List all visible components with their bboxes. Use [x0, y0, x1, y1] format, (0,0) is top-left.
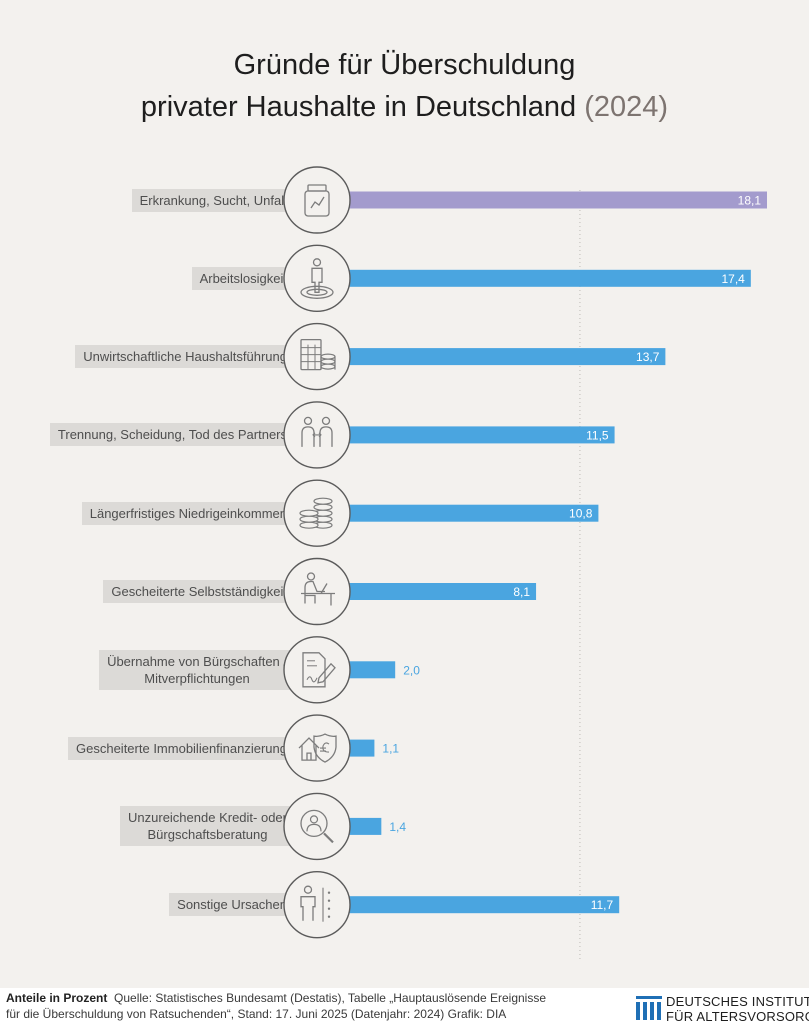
- bar: [349, 739, 375, 757]
- source-line-2: für die Überschuldung von Ratsuchenden“,…: [6, 1007, 507, 1021]
- category-label: Erkrankung, Sucht, Unfall: [131, 188, 317, 212]
- bar: [349, 583, 537, 600]
- category-label-line: Unzureichende Kredit- oder: [128, 810, 287, 826]
- coin-stack-icon: [283, 479, 351, 547]
- category-label: Trennung, Scheidung, Tod des Partners: [49, 423, 317, 447]
- logo-line-2: FÜR ALTERSVORSORGE: [666, 1009, 809, 1024]
- value-label: 2,0: [403, 663, 420, 677]
- bar: [349, 661, 396, 679]
- category-label-line: Erkrankung, Sucht, Unfall: [139, 192, 287, 208]
- bar: [349, 191, 767, 209]
- person-at-laptop-icon: [283, 557, 351, 626]
- value-label: 1,1: [382, 742, 399, 756]
- bar: [349, 426, 615, 444]
- calculator-coins-icon: [283, 322, 351, 391]
- person-standing-icon: [283, 244, 351, 312]
- value-label: 1,4: [389, 820, 406, 834]
- category-label: Gescheiterte Immobilienfinanzierung: [68, 736, 317, 760]
- bar: [349, 269, 751, 287]
- category-label: Übernahme von Bürgschaften / Mitverpflich…: [99, 649, 317, 690]
- magnifier-person-icon: [283, 792, 351, 861]
- title-line-2-text: privater Haushalte in Deutschland: [140, 91, 577, 123]
- value-label: 18,1: [738, 194, 762, 208]
- couple-separation-icon: [283, 401, 351, 469]
- category-label-line: Arbeitslosigkeit: [199, 270, 287, 286]
- contract-signature-icon: [283, 636, 351, 704]
- bar: [349, 817, 382, 835]
- category-label: Unwirtschaftliche Haushaltsführung: [75, 345, 317, 369]
- title-line-2: privater Haushalte in Deutschland (2024): [0, 86, 809, 128]
- source-note: Anteile in Prozent Quelle: Statistisches…: [6, 990, 586, 1022]
- title-line-1: Gründe für Überschuldung: [233, 49, 576, 81]
- category-label-line: Sonstige Ursachen: [177, 897, 287, 913]
- title-year: (2024): [584, 91, 669, 123]
- category-label-line: Längerfristiges Niedrigeinkommen: [89, 505, 287, 521]
- chart-title: Gründe für Überschuldung privater Hausha…: [0, 44, 809, 128]
- medicine-bottle-icon: [283, 166, 351, 234]
- units-label: Anteile in Prozent: [6, 991, 108, 1005]
- bar: [349, 348, 666, 366]
- category-label: Sonstige Ursachen: [169, 893, 317, 917]
- value-label: 17,4: [721, 272, 745, 286]
- bar: [349, 504, 599, 522]
- value-label: 10,8: [569, 507, 593, 521]
- category-label-line: Gescheiterte Selbstständigkeit: [111, 584, 287, 599]
- dia-logo-text: DEUTSCHES INSTITUT FÜR ALTERSVORSORGE: [666, 994, 809, 1024]
- category-label-line: Unwirtschaftliche Haushaltsführung: [83, 349, 287, 365]
- category-label-line: Mitverpflichtungen: [144, 670, 250, 686]
- logo-line-1: DEUTSCHES INSTITUT: [666, 994, 809, 1009]
- category-label-line: Trennung, Scheidung, Tod des Partners: [57, 427, 287, 443]
- category-label-line: Gescheiterte Immobilienfinanzierung: [76, 740, 287, 756]
- bar-chart: 18,1 17,4 13,7 11,5 10,8 8,1 2,0 1,1 1,4 11,7: [283, 166, 767, 960]
- source-line-1: Quelle: Statistisches Bundesamt (Destati…: [114, 991, 547, 1005]
- house-euro-shield-icon: [283, 714, 351, 782]
- category-label: Gescheiterte Selbstständigkeit: [103, 580, 317, 603]
- value-label: 11,7: [591, 898, 614, 912]
- bar: [349, 896, 620, 914]
- person-dots-icon: [283, 871, 351, 939]
- value-label: 13,7: [636, 350, 660, 364]
- value-label: 8,1: [513, 585, 530, 599]
- value-label: 11,5: [586, 428, 609, 442]
- category-label-line: Bürgschaftsberatung: [147, 827, 268, 843]
- footer: Anteile in Prozent Quelle: Statistisches…: [0, 988, 809, 1024]
- dia-logo-mark: [636, 996, 662, 1020]
- category-label-line: Übernahme von Bürgschaften /: [107, 653, 287, 669]
- category-label: Längerfristiges Niedrigeinkommen: [81, 501, 317, 525]
